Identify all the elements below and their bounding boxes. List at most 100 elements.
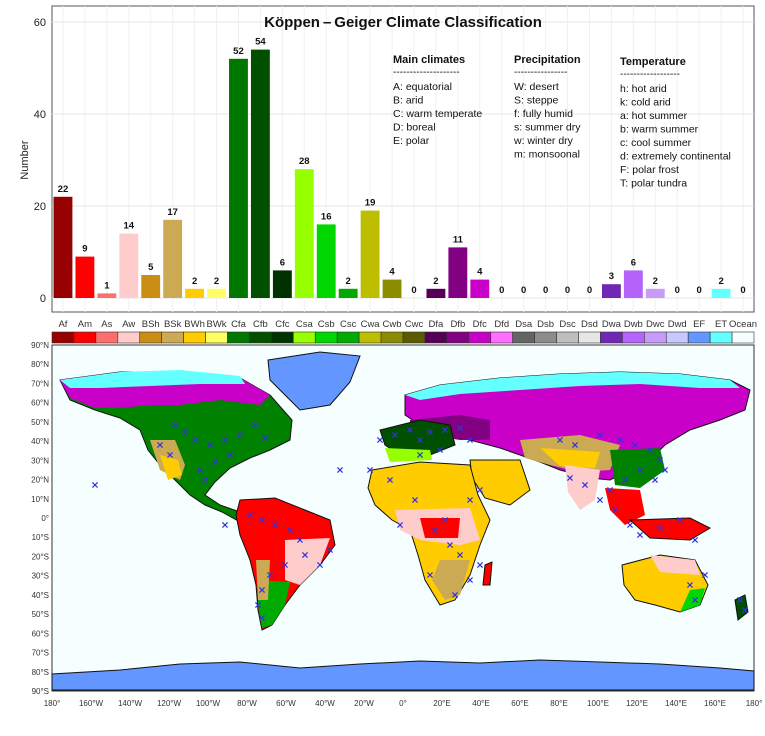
station-marker	[431, 526, 439, 534]
strip-swatch-Dsd	[578, 331, 601, 344]
x-tick-label-Dfb: Dfb	[450, 319, 465, 330]
bar-Aw	[119, 233, 139, 298]
strip-swatch-Csc	[336, 331, 360, 344]
landmass	[51, 351, 755, 691]
data-label-Cfc: 6	[280, 257, 285, 268]
legend-main-item: A: equatorial	[393, 81, 452, 93]
data-label-EF: 0	[697, 285, 702, 296]
station-marker	[281, 561, 289, 569]
station-marker	[91, 481, 99, 489]
x-tick-label-EF: EF	[693, 319, 705, 330]
lon-label: 140°E	[665, 699, 687, 708]
data-label-Cfb: 54	[255, 37, 266, 48]
station-marker	[556, 436, 564, 444]
central-asia-desert	[540, 448, 600, 468]
bar-Cwb	[382, 279, 402, 298]
data-label-Dsc: 0	[565, 285, 570, 296]
bar-Cfb	[250, 49, 270, 298]
data-label-Dwd: 0	[675, 285, 680, 296]
bar-BWk	[207, 288, 226, 298]
bar-Dfb	[448, 247, 468, 298]
station-marker	[571, 441, 579, 449]
station-marker	[301, 551, 309, 559]
station-marker	[456, 551, 464, 559]
strip-swatch-Cfa	[227, 331, 250, 344]
strip-swatch-Cwc	[402, 331, 426, 344]
lon-label: 180°	[44, 699, 61, 708]
data-label-Dsb: 0	[543, 285, 548, 296]
strip-swatch-BWh	[183, 331, 206, 344]
lon-label: 120°E	[626, 699, 648, 708]
lat-label: 20°S	[32, 552, 49, 561]
station-marker	[701, 571, 709, 579]
x-tick-label-Dwc: Dwc	[646, 319, 665, 330]
station-marker	[636, 466, 644, 474]
strip-swatch-Cwb	[380, 331, 404, 344]
bar-Dwc	[645, 288, 665, 298]
lon-label: 140°W	[118, 699, 143, 708]
strip-swatch-Af	[51, 331, 75, 344]
africa-rainforest	[420, 518, 460, 538]
legend-temperature-title: Temperature	[620, 56, 686, 68]
data-label-ET: 2	[718, 276, 723, 287]
station-marker	[691, 536, 699, 544]
x-tick-label-Dwa: Dwa	[602, 319, 622, 330]
station-marker	[171, 421, 179, 429]
data-label-Dfd: 0	[499, 285, 504, 296]
station-marker	[411, 496, 419, 504]
station-marker	[366, 466, 374, 474]
strip-swatch-Am	[73, 331, 97, 344]
strip-swatch-Dsc	[556, 331, 579, 344]
bar-Am	[75, 256, 95, 298]
australia-southeast	[680, 588, 705, 612]
x-tick-label-Dsb: Dsb	[537, 319, 554, 330]
station-marker	[741, 606, 749, 614]
legend-temperature-item: h: hot arid	[620, 83, 667, 95]
na-desert	[160, 455, 182, 480]
strip-swatch-Dsa	[512, 331, 535, 344]
x-tick-label-Cfa: Cfa	[231, 319, 247, 330]
station-marker	[581, 481, 589, 489]
x-tick-label-Dsd: Dsd	[581, 319, 598, 330]
strip-swatch-Csb	[314, 331, 338, 344]
bar-BWh	[185, 288, 205, 298]
station-marker	[661, 466, 669, 474]
station-marker	[476, 486, 484, 494]
station-marker	[386, 476, 394, 484]
x-tick-label-Cwa: Cwa	[361, 319, 381, 330]
bar-Csa	[294, 169, 314, 298]
station-marker	[316, 561, 324, 569]
x-tick-label-ET: ET	[715, 319, 727, 330]
lon-label: 40°W	[315, 699, 335, 708]
strip-swatch-BWk	[205, 331, 228, 344]
data-label-Dwb: 6	[631, 257, 636, 268]
station-marker	[686, 581, 694, 589]
station-marker	[236, 431, 244, 439]
station-marker	[258, 614, 266, 622]
station-marker	[201, 476, 209, 484]
strip-swatch-Dfc	[468, 331, 492, 344]
x-tick-label-Ocean: Ocean	[729, 319, 757, 330]
x-tick-label-BWk: BWk	[207, 319, 227, 330]
station-marker	[636, 531, 644, 539]
strip-swatch-Cfc	[271, 331, 294, 344]
station-marker	[191, 436, 199, 444]
station-marker	[566, 474, 574, 482]
station-marker	[611, 506, 619, 514]
strip-swatch-Cfb	[249, 331, 272, 344]
lon-label: 180°	[746, 699, 763, 708]
data-label-Csb: 16	[321, 211, 332, 222]
bar-Dwa	[601, 284, 621, 298]
station-marker	[156, 441, 164, 449]
data-label-BWh: 2	[192, 276, 197, 287]
station-marker	[466, 496, 474, 504]
legend-precipitation-item: f: fully humid	[514, 108, 573, 120]
map-axis-labels: 90°N 80°N 70°N 60°N 50°N 40°N 30°N 20°N 10°N 0° 10…	[31, 341, 762, 708]
lon-label: 80°W	[237, 699, 257, 708]
data-label-Dfc: 4	[477, 267, 483, 278]
x-tick-label-As: As	[101, 319, 112, 330]
station-marker	[596, 496, 604, 504]
y-tick-label: 0	[40, 293, 46, 305]
station-marker	[676, 516, 684, 524]
